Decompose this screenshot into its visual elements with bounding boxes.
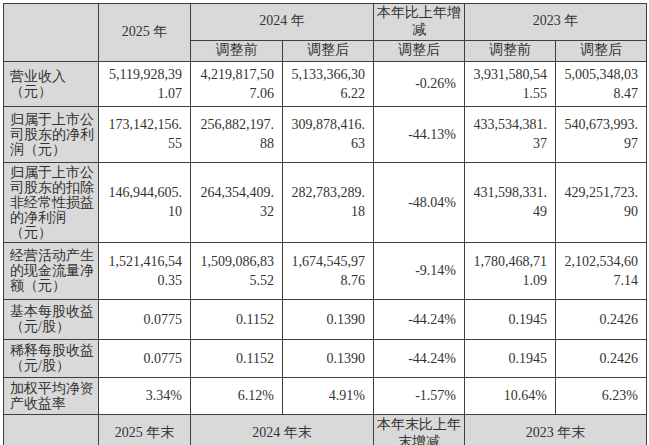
value-cell: 309,878,416.63	[283, 106, 374, 162]
value-cell: -0.26%	[374, 61, 465, 106]
value-cell: 0.2426	[556, 339, 647, 377]
value-cell: 173,142,156.55	[99, 106, 191, 162]
header-row-years: 2025 年 2024 年 本年比上年增减 2023 年	[4, 4, 647, 41]
col-header-yoy-change: 本年比上年增减	[374, 4, 465, 41]
value-cell: 4.91%	[283, 377, 374, 414]
value-cell: -48.04%	[374, 162, 465, 242]
value-cell: 256,882,197.88	[191, 106, 283, 162]
value-cell: -44.24%	[374, 299, 465, 339]
value-cell: 1,521,416,540.35	[99, 242, 191, 299]
value-cell: -1.57%	[374, 377, 465, 414]
footer-header-2024-end: 2024 年末	[191, 414, 374, 445]
value-cell: -44.13%	[374, 106, 465, 162]
row-label: 经营活动产生的现金流量净额（元）	[4, 242, 99, 299]
subheader-2024-post-adjust: 调整后	[283, 40, 374, 61]
value-cell: 264,354,409.32	[191, 162, 283, 242]
col-header-2024: 2024 年	[191, 4, 374, 41]
row-label: 归属于上市公司股东的扣除非经常性损益的净利润（元）	[4, 162, 99, 242]
value-cell: 1,509,086,835.52	[191, 242, 283, 299]
subheader-2023-pre-adjust: 调整前	[465, 40, 556, 61]
row-label: 稀释每股收益（元/股）	[4, 339, 99, 377]
value-cell: -44.24%	[374, 339, 465, 377]
value-cell: 0.1152	[191, 339, 283, 377]
value-cell: 146,944,605.10	[99, 162, 191, 242]
table-row-net-profit-excl-nonrecurring: 归属于上市公司股东的扣除非经常性损益的净利润（元） 146,944,605.10…	[4, 162, 647, 242]
col-header-2023: 2023 年	[465, 4, 647, 41]
table-row-operating-cash-flow: 经营活动产生的现金流量净额（元） 1,521,416,540.35 1,509,…	[4, 242, 647, 299]
value-cell: 6.23%	[556, 377, 647, 414]
value-cell: 10.64%	[465, 377, 556, 414]
table-row-basic-eps: 基本每股收益（元/股） 0.0775 0.1152 0.1390 -44.24%…	[4, 299, 647, 339]
value-cell: 0.1152	[191, 299, 283, 339]
value-cell: -9.14%	[374, 242, 465, 299]
value-cell: 0.0775	[99, 339, 191, 377]
value-cell: 5,133,366,306.22	[283, 61, 374, 106]
subheader-2024-pre-adjust: 调整前	[191, 40, 283, 61]
value-cell: 0.1390	[283, 339, 374, 377]
value-cell: 0.1945	[465, 339, 556, 377]
value-cell: 3.34%	[99, 377, 191, 414]
footer-header-2025-end: 2025 年末	[99, 414, 191, 445]
table-row-diluted-eps: 稀释每股收益（元/股） 0.0775 0.1152 0.1390 -44.24%…	[4, 339, 647, 377]
subheader-yoy-post-adjust: 调整后	[374, 40, 465, 61]
value-cell: 433,534,381.37	[465, 106, 556, 162]
value-cell: 5,119,928,391.07	[99, 61, 191, 106]
value-cell: 540,673,993.97	[556, 106, 647, 162]
footer-row-year-end: 2025 年末 2024 年末 本年末比上年末增减 2023 年末	[4, 414, 647, 445]
value-cell: 5,005,348,038.47	[556, 61, 647, 106]
corner-cell	[4, 4, 99, 62]
row-label: 加权平均净资产收益率	[4, 377, 99, 414]
value-cell: 1,674,545,978.76	[283, 242, 374, 299]
subheader-2023-post-adjust: 调整后	[556, 40, 647, 61]
value-cell: 3,931,580,541.55	[465, 61, 556, 106]
value-cell: 2,102,534,607.14	[556, 242, 647, 299]
footer-header-yoy-end-change: 本年末比上年末增减	[374, 414, 465, 445]
table-row-weighted-avg-roe: 加权平均净资产收益率 3.34% 6.12% 4.91% -1.57% 10.6…	[4, 377, 647, 414]
value-cell: 6.12%	[191, 377, 283, 414]
value-cell: 4,219,817,507.06	[191, 61, 283, 106]
value-cell: 429,251,723.90	[556, 162, 647, 242]
table-row-net-profit-attributable: 归属于上市公司股东的净利润（元） 173,142,156.55 256,882,…	[4, 106, 647, 162]
value-cell: 0.1945	[465, 299, 556, 339]
col-header-2025: 2025 年	[99, 4, 191, 62]
value-cell: 0.2426	[556, 299, 647, 339]
row-label: 基本每股收益（元/股）	[4, 299, 99, 339]
footer-corner-cell	[4, 414, 99, 445]
document-page: 2025 年 2024 年 本年比上年增减 2023 年 调整前 调整后 调整后…	[0, 0, 649, 445]
value-cell: 0.1390	[283, 299, 374, 339]
value-cell: 1,780,468,711.09	[465, 242, 556, 299]
financial-summary-table: 2025 年 2024 年 本年比上年增减 2023 年 调整前 调整后 调整后…	[3, 3, 647, 445]
value-cell: 431,598,331.49	[465, 162, 556, 242]
row-label: 营业收入（元）	[4, 61, 99, 106]
table-row-operating-revenue: 营业收入（元） 5,119,928,391.07 4,219,817,507.0…	[4, 61, 647, 106]
value-cell: 282,783,289.18	[283, 162, 374, 242]
footer-header-2023-end: 2023 年末	[465, 414, 647, 445]
row-label: 归属于上市公司股东的净利润（元）	[4, 106, 99, 162]
value-cell: 0.0775	[99, 299, 191, 339]
